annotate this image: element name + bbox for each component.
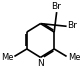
Text: Me: Me [68, 53, 80, 62]
Text: Br: Br [68, 21, 77, 30]
Text: Me: Me [1, 53, 13, 62]
Text: Br: Br [51, 2, 61, 11]
Text: N: N [37, 59, 44, 68]
